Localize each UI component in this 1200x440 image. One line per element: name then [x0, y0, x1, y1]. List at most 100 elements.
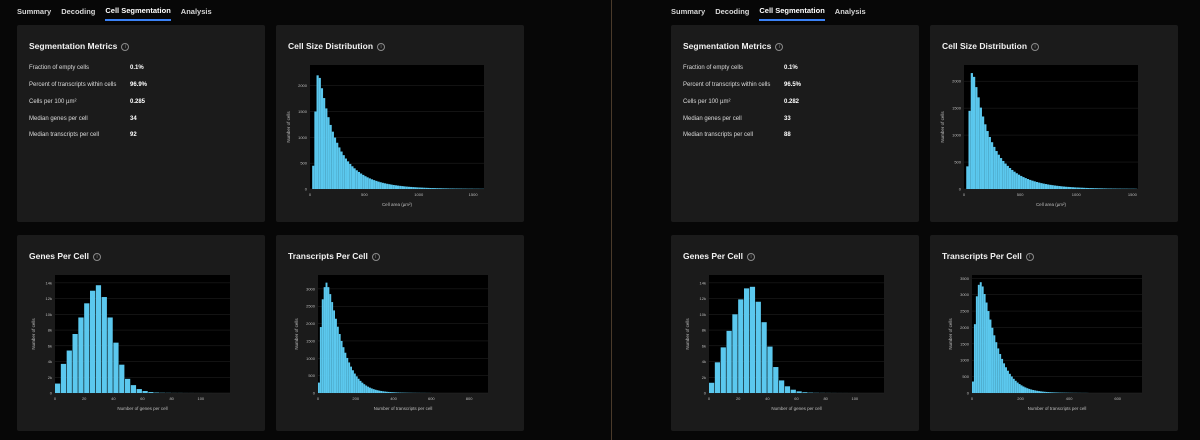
histogram-bar: [1002, 160, 1005, 189]
tab-analysis[interactable]: Analysis: [180, 7, 212, 16]
histogram-bar: [382, 391, 385, 393]
histogram-bar: [66, 350, 72, 393]
info-icon[interactable]: i: [1025, 252, 1034, 261]
histogram-bar: [72, 334, 78, 393]
segmentation-metrics-card: Segmentation Metrics i Fraction of empty …: [17, 25, 265, 222]
histogram-bar: [986, 131, 989, 189]
histogram-bar: [1028, 388, 1031, 393]
histogram-bar: [1062, 186, 1066, 189]
histogram-bar: [451, 188, 454, 189]
histogram-bar: [997, 154, 1000, 189]
x-axis-label: Cell area (µm²): [1036, 202, 1067, 207]
info-icon[interactable]: i: [121, 42, 130, 51]
histogram-bar: [325, 108, 328, 189]
card-title-text: Genes Per Cell: [29, 251, 90, 261]
tab-summary[interactable]: Summary: [17, 7, 52, 16]
info-icon[interactable]: i: [775, 42, 784, 51]
tab-bar: Summary Decoding Cell Segmentation Analy…: [671, 0, 866, 22]
histogram-bar: [329, 124, 332, 189]
histogram-bar: [403, 186, 406, 189]
histogram-bar: [351, 166, 354, 189]
histogram-bar: [55, 383, 61, 393]
histogram-bar: [732, 314, 738, 393]
tab-cell-segmentation[interactable]: Cell Segmentation: [105, 1, 171, 21]
histogram-bar: [383, 183, 387, 189]
y-tick-label: 4k: [702, 359, 706, 364]
x-tick-label: 100: [197, 396, 204, 401]
histogram-bar: [1080, 187, 1083, 189]
histogram-bar: [425, 187, 428, 189]
y-tick-label: 2500: [306, 304, 316, 309]
histogram-bar: [981, 116, 985, 189]
histogram-bar: [142, 391, 148, 393]
histogram-bar: [761, 322, 767, 393]
x-tick-label: 0: [708, 396, 711, 401]
histogram-bar: [389, 392, 392, 393]
histogram-bar: [970, 73, 973, 189]
transcripts-per-cell-card: Transcripts Per Cell i 0 500 1000 1500 2000 25…: [276, 235, 524, 431]
tab-decoding[interactable]: Decoding: [61, 7, 96, 16]
histogram-bar: [1011, 169, 1014, 189]
histogram-bar: [989, 319, 992, 393]
histogram-bar: [744, 288, 750, 393]
x-axis-label: Cell area (µm²): [382, 202, 413, 207]
histogram-bar: [1026, 388, 1029, 393]
histogram-bar: [125, 378, 131, 393]
histogram-bar: [377, 181, 380, 189]
histogram-bar: [368, 178, 371, 189]
tab-decoding[interactable]: Decoding: [715, 7, 750, 16]
x-tick-label: 20: [736, 396, 741, 401]
x-tick-label: 400: [1066, 396, 1073, 401]
info-icon[interactable]: i: [377, 42, 386, 51]
y-tick-label: 2000: [306, 321, 316, 326]
histogram-bar: [977, 284, 980, 393]
histogram-bar: [1053, 392, 1056, 393]
histogram-bar: [1004, 163, 1007, 189]
info-icon[interactable]: i: [747, 252, 756, 261]
histogram-bar: [119, 364, 125, 393]
metric-label: Median genes per cell: [29, 116, 88, 122]
histogram-bar: [348, 362, 351, 393]
histogram-bar: [397, 392, 400, 393]
histogram-bar: [1042, 183, 1045, 189]
x-tick-label: 0: [54, 396, 57, 401]
histogram-bar: [318, 77, 321, 189]
histogram-bar: [726, 330, 732, 393]
histogram-bar: [995, 342, 998, 393]
tab-summary[interactable]: Summary: [671, 7, 706, 16]
histogram-bar: [1094, 188, 1097, 189]
histogram-bar: [323, 98, 326, 189]
histogram-bar: [378, 390, 381, 393]
y-tick-label: 1500: [306, 338, 316, 343]
tab-analysis[interactable]: Analysis: [834, 7, 866, 16]
x-tick-label: 60: [794, 396, 799, 401]
histogram-bar: [320, 88, 324, 189]
tab-cell-segmentation[interactable]: Cell Segmentation: [759, 1, 825, 21]
info-icon[interactable]: i: [1031, 42, 1040, 51]
info-icon[interactable]: i: [371, 252, 380, 261]
histogram-bar: [391, 392, 394, 393]
histogram-bar: [362, 174, 365, 189]
info-icon[interactable]: i: [93, 252, 102, 261]
y-tick-label: 12k: [46, 296, 52, 301]
y-tick-label: 0: [704, 391, 707, 396]
histogram-bar: [429, 188, 432, 189]
y-axis-label: Number of cells: [685, 318, 690, 350]
histogram-bar: [379, 182, 382, 189]
histogram-bar: [1103, 188, 1106, 189]
histogram-bar: [1087, 188, 1090, 189]
histogram-bar: [316, 75, 319, 189]
histogram-bar: [1040, 183, 1043, 189]
histogram-bar: [350, 366, 352, 393]
histogram-bar: [981, 286, 984, 393]
histogram-bar: [321, 299, 324, 393]
y-tick-label: 14k: [700, 280, 706, 285]
histogram-bar: [1003, 363, 1006, 393]
histogram-bar: [1047, 184, 1050, 189]
histogram-bar: [979, 282, 982, 393]
histogram-bar: [344, 352, 347, 393]
histogram-bar: [342, 347, 345, 393]
histogram-bar: [386, 183, 389, 189]
transcripts-per-cell-card: Transcripts Per Cell i 0 500 1000 1500 2000 25…: [930, 235, 1178, 431]
histogram-bar: [1076, 187, 1079, 189]
